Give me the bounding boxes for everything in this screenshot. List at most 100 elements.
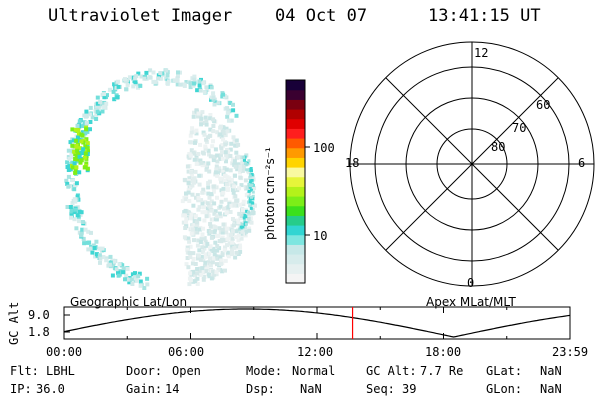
aurora-pixel: [210, 260, 215, 265]
filter-value: LBHL: [46, 364, 75, 378]
aurora-pixel: [234, 229, 239, 234]
aurora-pixel: [104, 101, 109, 106]
aurora-pixel: [221, 190, 226, 195]
aurora-pixel: [78, 160, 83, 165]
aurora-pixel: [197, 205, 202, 210]
aurora-pixel: [93, 254, 97, 259]
aurora-pixel: [250, 201, 254, 205]
aurora-pixel: [165, 73, 170, 78]
aurora-pixel: [188, 140, 193, 145]
colorbar-segment: [286, 109, 305, 120]
aurora-pixel: [120, 263, 125, 268]
aurora-pixel: [187, 251, 192, 255]
aurora-pixel: [247, 189, 251, 193]
aurora-pixel: [242, 156, 246, 160]
aurora-pixel: [196, 152, 201, 156]
aurora-pixel: [238, 164, 243, 169]
aurora-pixel: [231, 217, 235, 221]
aurora-pixel: [176, 70, 180, 75]
aurora-pixel: [238, 227, 242, 231]
aurora-pixel: [158, 71, 163, 75]
aurora-pixel: [70, 201, 75, 206]
aurora-pixel: [248, 174, 252, 178]
aurora-pixel: [208, 263, 213, 268]
aurora-pixel: [84, 120, 89, 125]
aurora-pixel: [153, 79, 158, 84]
aurora-pixel: [205, 201, 210, 206]
aurora-pixel: [124, 87, 129, 92]
aurora-pixel: [80, 227, 85, 232]
aurora-pixel: [200, 163, 205, 168]
aurora-pixel: [209, 199, 214, 204]
aurora-pixel: [186, 210, 191, 215]
aurora-pixel: [136, 85, 140, 90]
aurora-pixel: [77, 152, 82, 157]
colorbar-label-10: 10: [313, 229, 328, 243]
aurora-pixel: [207, 251, 212, 256]
aurora-pixel: [201, 269, 206, 274]
aurora-pixel: [214, 185, 219, 190]
aurora-pixel: [194, 108, 199, 113]
aurora-pixel: [219, 146, 224, 151]
aurora-pixel: [201, 226, 206, 231]
aurora-pixel: [127, 277, 131, 282]
aurora-pixel: [66, 174, 71, 179]
aurora-pixel: [230, 243, 235, 247]
aurora-pixel: [201, 81, 206, 86]
glon-value: NaN: [540, 382, 562, 396]
aurora-pixel: [187, 155, 192, 160]
aurora-pixel: [223, 140, 228, 145]
aurora-pixel: [88, 105, 93, 110]
aurora-pixel: [197, 173, 202, 178]
aurora-pixel: [218, 125, 223, 130]
aurora-pixel: [248, 216, 253, 221]
aurora-pixel: [213, 227, 217, 232]
aurora-pixel: [74, 138, 79, 143]
aurora-pixel: [239, 183, 244, 188]
aurora-pixel: [134, 74, 139, 79]
dsp-value: NaN: [300, 382, 322, 396]
aurora-pixel: [145, 276, 150, 281]
mode-value: Normal: [292, 364, 336, 378]
aurora-pixel: [110, 273, 115, 278]
aurora-pixel: [245, 222, 248, 226]
aurora-pixel: [209, 235, 214, 240]
aurora-pixel: [133, 271, 137, 276]
seq-label: Seq:: [366, 382, 395, 396]
aurora-pixel: [236, 252, 241, 256]
aurora-pixel: [247, 195, 251, 199]
aurora-pixel: [213, 240, 218, 245]
aurora-pixel: [199, 236, 204, 241]
aurora-pixel: [226, 205, 231, 209]
aurora-pixel: [69, 208, 74, 213]
aurora-pixel: [85, 129, 90, 134]
aurora-pixel: [228, 168, 233, 173]
aurora-pixel: [83, 227, 88, 232]
aurora-pixel: [194, 131, 199, 136]
aurora-pixel: [199, 254, 204, 259]
aurora-pixel: [218, 157, 223, 161]
aurora-pixel: [247, 159, 251, 163]
lat-label-70: 70: [512, 121, 527, 135]
aurora-pixel: [190, 192, 195, 197]
aurora-pixel: [188, 153, 193, 158]
lat-label-60: 60: [536, 98, 551, 112]
polar-grid: [349, 41, 595, 287]
aurora-pixel: [187, 282, 192, 287]
aurora-pixel: [225, 152, 230, 157]
aurora-pixel: [189, 179, 194, 184]
timeline-x-ticks: [63, 307, 571, 339]
aurora-pixel: [213, 147, 218, 152]
aurora-pixel: [248, 204, 252, 208]
aurora-pixel: [198, 158, 203, 163]
aurora-pixel: [98, 260, 102, 265]
aurora-pixel: [249, 206, 253, 210]
aurora-pixel: [90, 250, 95, 255]
geographic-label: Geographic Lat/Lon: [70, 295, 188, 309]
x-tick-label-0600: 06:00: [168, 345, 205, 359]
lat-label-80: 80: [491, 140, 506, 154]
aurora-pixel: [94, 112, 99, 117]
aurora-pixel: [219, 261, 223, 266]
aurora-pixel: [224, 182, 229, 187]
aurora-pixel: [195, 243, 200, 248]
